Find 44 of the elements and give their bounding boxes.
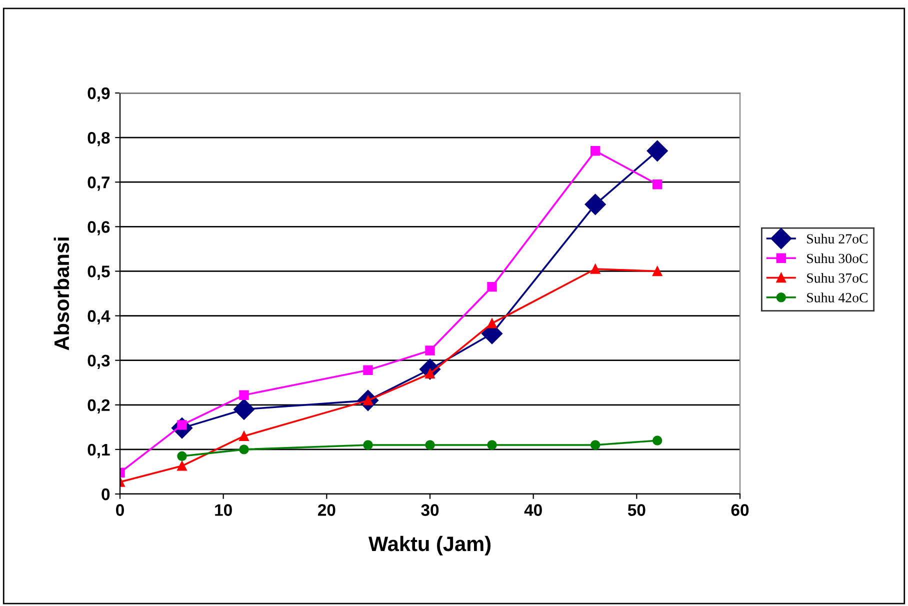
point [487, 440, 497, 450]
point [652, 266, 662, 276]
point [652, 179, 662, 190]
x-tick-label: 30 [421, 504, 439, 516]
point [239, 431, 249, 441]
y-tick-label: 0,6 [88, 221, 110, 236]
point [584, 194, 606, 215]
y-tick-label: 0,8 [88, 132, 110, 146]
point [177, 451, 187, 461]
y-tick-label: 0,1 [88, 444, 110, 458]
point [590, 440, 600, 450]
y-tick-label: 0,5 [88, 266, 110, 280]
legend-label: Suhu 42oC [807, 292, 868, 302]
point [239, 390, 249, 400]
x-tick-label: 10 [215, 504, 232, 516]
y-tick-label: 0,7 [88, 176, 110, 191]
point [363, 440, 373, 450]
point [590, 146, 600, 156]
y-tick-label: 0 [102, 488, 110, 500]
y-axis-title: Absorbansi [54, 238, 70, 350]
legend-label: Suhu 30oC [807, 253, 868, 264]
point [652, 436, 662, 446]
y-tick-label: 0,4 [88, 310, 110, 324]
legend-label: Suhu 37oC [807, 272, 868, 283]
x-tick-label: 20 [318, 504, 336, 516]
point [425, 440, 435, 450]
y-tick-label: 0,2 [88, 399, 110, 414]
point [177, 461, 187, 471]
point [590, 264, 600, 274]
legend-label: Suhu 27oC [807, 234, 868, 244]
point [363, 365, 373, 375]
x-tick-label: 50 [628, 504, 646, 516]
x-tick-label: 0 [116, 504, 124, 516]
x-tick-label: 60 [731, 504, 749, 516]
point [239, 444, 249, 454]
point [425, 346, 435, 356]
point [487, 282, 497, 292]
point [646, 140, 668, 162]
y-tick-label: 0,9 [88, 87, 110, 102]
x-axis-title: Waktu (Jam) [368, 536, 491, 556]
point [233, 398, 255, 420]
y-tick-label: 0,3 [88, 354, 110, 369]
point [487, 318, 497, 328]
x-tick-label: 40 [524, 504, 542, 516]
